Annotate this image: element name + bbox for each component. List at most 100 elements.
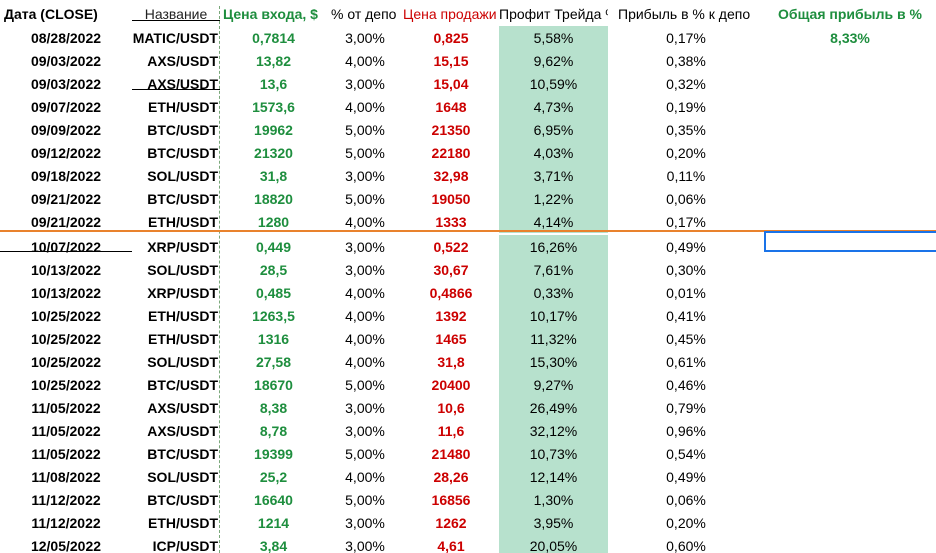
cell-pair-name[interactable]: ETH/USDT [148,98,218,115]
cell-trade-profit[interactable]: 3,71% [499,164,608,187]
cell-sell-price[interactable]: 15,15 [433,52,469,69]
cell-deposit-pct[interactable]: 3,00% [345,238,385,255]
cell-sell-price[interactable]: 15,04 [433,75,469,92]
cell-profit-deposit[interactable]: 0,41% [666,307,706,324]
cell-date[interactable]: 10/25/2022 [30,330,102,347]
cell-sell-price[interactable]: 10,6 [437,399,465,416]
cell-entry-price[interactable]: 8,38 [259,399,288,416]
cell-sell-price[interactable]: 0,4866 [429,284,473,301]
header-entry-price[interactable]: Цена входа, $ [223,6,318,22]
cell-profit-deposit[interactable]: 0,38% [666,52,706,69]
cell-entry-price[interactable]: 27,58 [255,353,292,370]
cell-sell-price[interactable]: 1648 [435,98,467,115]
cell-pair-name[interactable]: ETH/USDT [148,213,218,230]
cell-trade-profit[interactable]: 1,22% [499,187,608,210]
cell-deposit-pct[interactable]: 4,00% [345,307,385,324]
cell-sell-price[interactable]: 32,98 [433,167,469,184]
cell-date[interactable]: 11/05/2022 [31,445,101,462]
cell-date[interactable]: 10/13/2022 [30,261,102,278]
cell-deposit-pct[interactable]: 4,00% [345,98,385,115]
cell-sell-price[interactable]: 1392 [435,307,467,324]
cell-date[interactable]: 10/25/2022 [30,307,102,324]
cell-profit-deposit[interactable]: 0,30% [666,261,706,278]
cell-date[interactable]: 11/05/2022 [31,422,101,439]
cell-date[interactable]: 09/03/2022 [30,52,102,69]
cell-profit-deposit[interactable]: 0,20% [666,514,706,531]
cell-entry-price[interactable]: 13,6 [259,75,288,92]
cell-profit-deposit[interactable]: 0,17% [666,29,706,46]
cell-trade-profit[interactable]: 1,30% [499,488,608,511]
cell-entry-price[interactable]: 13,82 [255,52,292,69]
cell-date[interactable]: 11/12/2022 [31,514,101,531]
cell-deposit-pct[interactable]: 3,00% [345,514,385,531]
cell-entry-price[interactable]: 19962 [254,121,293,138]
cell-profit-deposit[interactable]: 0,20% [666,144,706,161]
selected-cell[interactable] [764,231,936,252]
cell-profit-deposit[interactable]: 0,06% [666,491,706,508]
cell-trade-profit[interactable]: 9,27% [499,373,608,396]
header-trade-profit[interactable]: Профит Трейда % [499,0,608,28]
cell-trade-profit[interactable]: 5,58% [499,26,608,49]
cell-trade-profit[interactable]: 4,73% [499,95,608,118]
cell-deposit-pct[interactable]: 4,00% [345,468,385,485]
cell-trade-profit[interactable]: 9,62% [499,49,608,72]
cell-sell-price[interactable]: 0,522 [433,238,469,255]
cell-date[interactable]: 09/12/2022 [30,144,102,161]
cell-entry-price[interactable]: 18670 [254,376,293,393]
cell-deposit-pct[interactable]: 3,00% [345,399,385,416]
cell-profit-deposit[interactable]: 0,45% [666,330,706,347]
cell-deposit-pct[interactable]: 4,00% [345,52,385,69]
cell-sell-price[interactable]: 1465 [435,330,467,347]
cell-pair-name[interactable]: ETH/USDT [148,307,218,324]
cell-entry-price[interactable]: 8,78 [259,422,288,439]
cell-pair-name[interactable]: SOL/USDT [147,353,218,370]
cell-trade-profit[interactable]: 10,73% [499,442,608,465]
cell-date[interactable]: 10/07/2022 [30,238,102,255]
cell-deposit-pct[interactable]: 3,00% [345,75,385,92]
header-deposit-pct[interactable]: % от депо [331,6,397,22]
cell-deposit-pct[interactable]: 3,00% [345,537,385,553]
cell-sell-price[interactable]: 31,8 [437,353,465,370]
cell-deposit-pct[interactable]: 4,00% [345,353,385,370]
cell-trade-profit[interactable]: 4,14% [499,210,608,233]
cell-deposit-pct[interactable]: 5,00% [345,190,385,207]
cell-date[interactable]: 12/05/2022 [30,537,102,553]
cell-pair-name[interactable]: XRP/USDT [147,284,218,301]
cell-date[interactable]: 10/25/2022 [30,353,102,370]
header-total-profit[interactable]: Общая прибыль в % [778,6,922,22]
cell-entry-price[interactable]: 28,5 [259,261,288,278]
cell-sell-price[interactable]: 28,26 [433,468,469,485]
cell-date[interactable]: 11/12/2022 [31,491,101,508]
cell-trade-profit[interactable]: 4,03% [499,141,608,164]
cell-profit-deposit[interactable]: 0,06% [666,190,706,207]
cell-profit-deposit[interactable]: 0,35% [666,121,706,138]
cell-entry-price[interactable]: 0,449 [255,238,292,255]
cell-sell-price[interactable]: 1333 [435,213,467,230]
cell-pair-name[interactable]: BTC/USDT [147,376,218,393]
total-profit-value[interactable]: 8,33% [830,30,870,46]
cell-profit-deposit[interactable]: 0,01% [666,284,706,301]
cell-date[interactable]: 09/21/2022 [30,213,102,230]
cell-sell-price[interactable]: 30,67 [433,261,469,278]
cell-pair-name[interactable]: BTC/USDT [147,121,218,138]
cell-trade-profit[interactable]: 3,95% [499,511,608,534]
header-date[interactable]: Дата (CLOSE) [4,6,98,22]
cell-trade-profit[interactable]: 26,49% [499,396,608,419]
cell-entry-price[interactable]: 1263,5 [252,307,295,324]
cell-date[interactable]: 11/05/2022 [31,399,101,416]
cell-entry-price[interactable]: 3,84 [259,537,288,553]
cell-pair-name[interactable]: AXS/USDT [147,422,218,439]
cell-deposit-pct[interactable]: 5,00% [345,144,385,161]
cell-pair-name[interactable]: ICP/USDT [152,537,218,553]
cell-date[interactable]: 09/18/2022 [30,167,102,184]
cell-pair-name[interactable]: SOL/USDT [147,167,218,184]
cell-deposit-pct[interactable]: 4,00% [345,330,385,347]
cell-profit-deposit[interactable]: 0,49% [666,238,706,255]
cell-date[interactable]: 08/28/2022 [30,29,102,46]
cell-sell-price[interactable]: 16856 [431,491,471,508]
cell-deposit-pct[interactable]: 4,00% [345,213,385,230]
cell-sell-price[interactable]: 4,61 [437,537,465,553]
header-sell-price[interactable]: Цена продажи [403,6,497,22]
cell-deposit-pct[interactable]: 5,00% [345,121,385,138]
cell-profit-deposit[interactable]: 0,60% [666,537,706,553]
